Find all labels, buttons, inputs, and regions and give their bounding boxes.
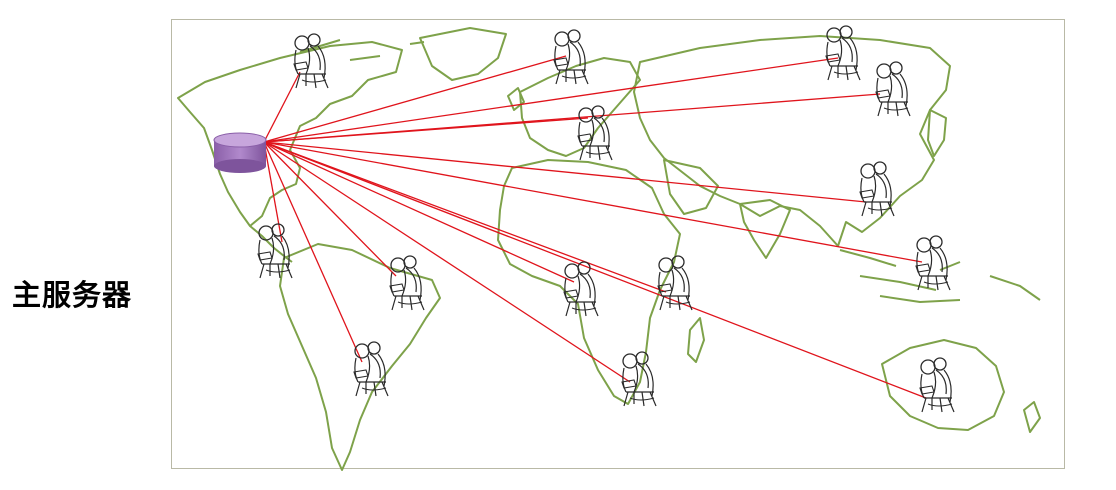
arctic-islands <box>299 39 425 61</box>
africa <box>497 159 681 405</box>
link-to-east-asia <box>263 141 867 203</box>
person-at-computer-icon <box>875 61 911 117</box>
person-at-computer-icon <box>293 33 329 89</box>
link-to-southeast-asia <box>263 141 923 263</box>
north-america <box>177 41 403 227</box>
person-at-computer-icon <box>563 261 599 317</box>
link-to-east-africa <box>263 141 667 293</box>
india <box>739 199 791 259</box>
person-at-computer-icon <box>353 341 389 397</box>
greenland <box>419 27 507 81</box>
person-at-computer-icon <box>825 25 861 81</box>
australia <box>881 339 1005 431</box>
continents <box>177 27 1041 471</box>
network-links <box>263 55 927 399</box>
person-at-computer-icon <box>915 235 951 291</box>
link-to-australia <box>263 141 927 399</box>
link-to-south-africa <box>263 141 631 383</box>
link-to-russia <box>263 57 839 143</box>
southeast-asia-islands <box>839 249 1041 303</box>
person-at-computer-icon <box>621 351 657 407</box>
link-to-colombia <box>263 141 283 243</box>
arabia <box>663 159 719 215</box>
link-to-argentina <box>263 141 363 363</box>
south-america <box>279 243 441 471</box>
link-to-brazil <box>263 141 397 277</box>
asia <box>633 35 951 247</box>
person-at-computer-icon <box>553 29 589 85</box>
client-nodes <box>257 25 955 413</box>
main-server-label: 主服务器 <box>12 278 133 312</box>
person-at-computer-icon <box>389 255 425 311</box>
madagascar <box>687 317 705 363</box>
link-to-north-canada <box>263 71 301 143</box>
new-zealand <box>1023 401 1041 433</box>
link-to-west-africa <box>263 141 575 283</box>
person-at-computer-icon <box>919 357 955 413</box>
japan <box>927 109 947 157</box>
link-to-north-europe <box>263 55 567 143</box>
database-cylinder-icon <box>213 132 267 173</box>
link-to-north-asia <box>263 93 881 143</box>
person-at-computer-icon <box>257 223 293 279</box>
